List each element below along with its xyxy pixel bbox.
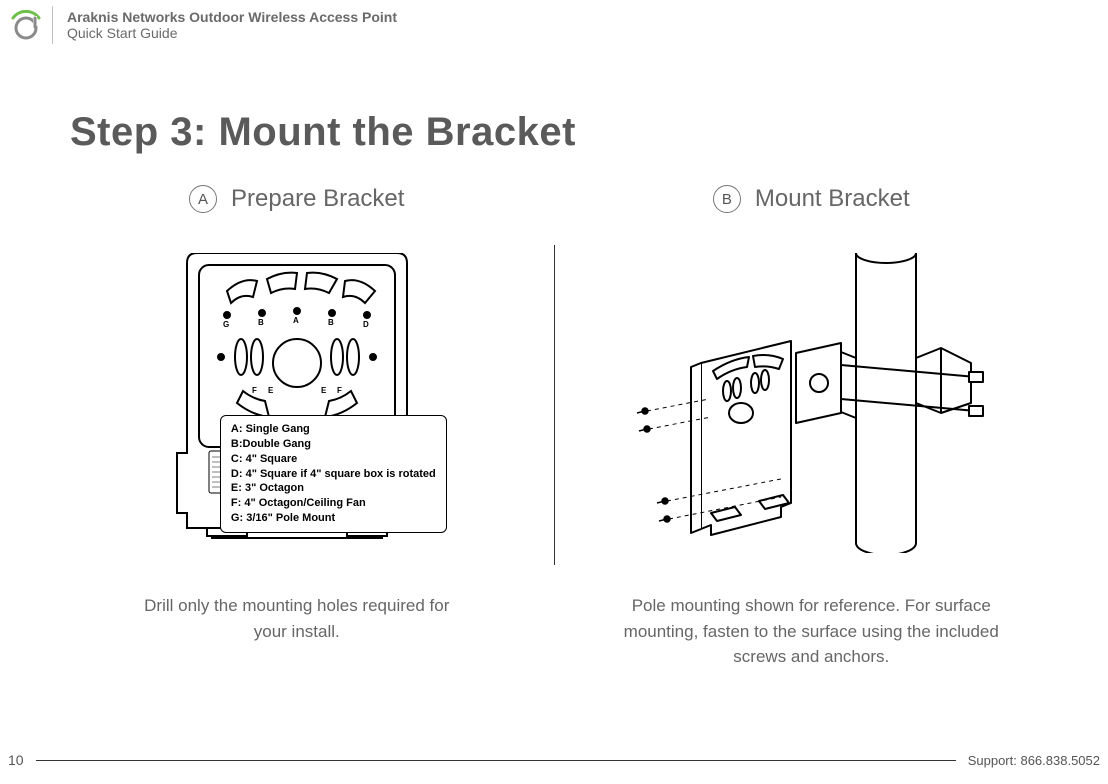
svg-text:D: D [363, 320, 369, 329]
legend-line: C: 4" Square [231, 452, 436, 467]
main-content: Step 3: Mount the Bracket A Prepare Brac… [0, 50, 1108, 670]
col-a-caption: Drill only the mounting holes required f… [137, 593, 457, 644]
two-column-layout: A Prepare Bracket [70, 185, 1038, 670]
svg-text:B: B [328, 318, 334, 327]
support-phone: Support: 866.838.5052 [968, 753, 1100, 768]
svg-text:E: E [268, 386, 274, 395]
page-number: 10 [8, 752, 24, 768]
header-text: Araknis Networks Outdoor Wireless Access… [67, 9, 397, 41]
legend-line: B:Double Gang [231, 437, 436, 452]
footer-rule [36, 760, 956, 761]
col-b-title: Mount Bracket [755, 185, 910, 213]
col-a-title: Prepare Bracket [231, 185, 404, 213]
column-b: B Mount Bracket [585, 185, 1039, 670]
column-divider [554, 245, 555, 565]
column-a: A Prepare Bracket [70, 185, 524, 670]
product-name: Araknis Networks Outdoor Wireless Access… [67, 9, 397, 25]
figure-mount-bracket [631, 243, 991, 563]
chip-a-icon: A [189, 185, 217, 213]
col-b-heading: B Mount Bracket [713, 185, 910, 213]
col-b-caption: Pole mounting shown for reference. For s… [621, 593, 1001, 670]
brand-logo-icon [0, 8, 52, 42]
legend-line: E: 3" Octagon [231, 481, 436, 496]
hole-legend-callout: A: Single Gang B:Double Gang C: 4" Squar… [220, 415, 447, 533]
svg-text:G: G [223, 320, 229, 329]
page-footer: 10 Support: 866.838.5052 [0, 752, 1108, 768]
svg-text:E: E [321, 386, 327, 395]
svg-text:A: A [293, 316, 299, 325]
legend-line: A: Single Gang [231, 422, 436, 437]
figure-prepare-bracket: GBABD FEEF BBABG [157, 243, 437, 563]
header-divider [52, 6, 53, 44]
legend-line: G: 3/16" Pole Mount [231, 511, 436, 526]
col-a-heading: A Prepare Bracket [189, 185, 404, 213]
legend-line: F: 4" Octagon/Ceiling Fan [231, 496, 436, 511]
step-title: Step 3: Mount the Bracket [70, 110, 1038, 155]
legend-line: D: 4" Square if 4" square box is rotated [231, 467, 436, 482]
svg-text:F: F [337, 386, 342, 395]
svg-text:B: B [258, 318, 264, 327]
svg-text:F: F [252, 386, 257, 395]
chip-b-icon: B [713, 185, 741, 213]
doc-header: Araknis Networks Outdoor Wireless Access… [0, 0, 1108, 50]
doc-type: Quick Start Guide [67, 25, 397, 41]
